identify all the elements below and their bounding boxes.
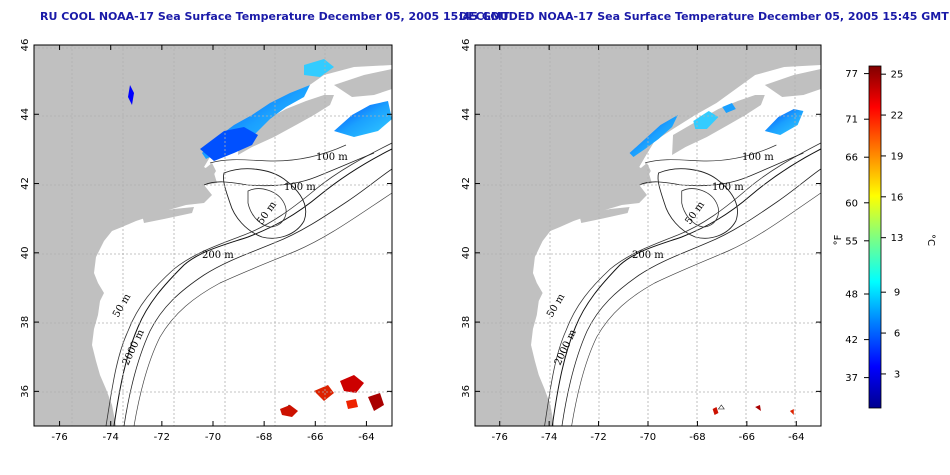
sst-patch-gulf-of-maine [629, 115, 678, 157]
celsius-tick-label: 13 [891, 233, 904, 244]
sst-patch-scotian-shelf [764, 109, 804, 135]
celsius-tick-label: 22 [891, 111, 904, 122]
lat-tick-label: 42 [20, 177, 31, 190]
celsius-tick-label: 25 [891, 70, 904, 81]
fahrenheit-tick-label: 60 [845, 198, 858, 209]
sst-speck [722, 103, 736, 113]
lat-tick-label: 40 [20, 246, 31, 259]
fahrenheit-tick-label: 77 [845, 69, 858, 80]
sst-patch-coastal [200, 127, 258, 161]
lat-tick-label: 38 [461, 316, 472, 329]
lon-tick-label: -70 [205, 432, 221, 443]
axis-ticks-right: -76 -74 -72 -70 -68 -66 -64 46 44 42 40 38 36 [461, 39, 821, 443]
lat-tick-label: 42 [461, 177, 472, 190]
lon-tick-label: -64 [358, 432, 374, 443]
sst-speck [128, 85, 134, 105]
map-panel-right: 100 m 100 m 50 m 200 m 50 m 2000 m -76 -7… [461, 39, 822, 443]
contour-label-100m: 100 m [284, 182, 316, 193]
sst-patch-scotian-shelf [334, 101, 392, 137]
lat-tick-label: 46 [20, 39, 31, 52]
sst-patch-north [304, 59, 334, 77]
lon-tick-label: -74 [103, 432, 119, 443]
lat-tick-label: 36 [20, 385, 31, 398]
lat-tick-label: 36 [461, 385, 472, 398]
celsius-tick-label: 19 [891, 151, 904, 162]
panel-title-ru-cool: RU COOL NOAA-17 Sea Surface Temperature … [40, 10, 510, 23]
contour-label-100m: 100 m [316, 152, 348, 163]
lat-tick-label: 46 [461, 39, 472, 52]
celsius-tick-label: 6 [894, 329, 900, 340]
fahrenheit-tick-label: 55 [845, 236, 858, 247]
lon-tick-label: -76 [51, 432, 67, 443]
axis-ticks-left: -76 -74 -72 -70 -68 -66 -64 46 44 42 40 38 36 [20, 39, 392, 443]
contour-label-200m: 200 m [202, 250, 234, 261]
sst-patch-warm [340, 375, 364, 393]
sst-patch-warm [314, 385, 334, 401]
lon-tick-label: -68 [256, 432, 272, 443]
sst-patch-warm [368, 393, 384, 411]
fahrenheit-tick-label: 42 [845, 335, 858, 346]
lon-tick-label: -72 [590, 432, 606, 443]
sst-patch-warm [755, 405, 761, 411]
sst-patch-warm [346, 399, 358, 409]
lon-tick-label: -72 [154, 432, 170, 443]
lon-tick-label: -74 [541, 432, 557, 443]
lon-tick-label: -64 [788, 432, 804, 443]
colorbar-ticks: 77 71 66 60 55 48 42 37 25 22 19 16 13 9 6 3 [845, 69, 903, 384]
colorbar: 77 71 66 60 55 48 42 37 25 22 19 16 13 9 6 3 °F °C [833, 65, 936, 409]
celsius-tick-label: 16 [891, 192, 904, 203]
colorbar-fahrenheit-label: °F [833, 234, 844, 245]
celsius-tick-label: 9 [894, 288, 900, 299]
sst-patch-warm [712, 407, 719, 415]
lon-tick-label: -66 [739, 432, 755, 443]
lon-tick-label: -66 [307, 432, 323, 443]
sst-patch-warm [789, 409, 794, 415]
lat-tick-label: 44 [20, 108, 31, 121]
celsius-tick-label: 3 [894, 369, 900, 380]
lon-tick-label: -68 [689, 432, 705, 443]
colorbar-celsius-label: °C [925, 234, 936, 246]
contour-label-100m: 100 m [712, 182, 744, 193]
fahrenheit-tick-label: 48 [845, 290, 858, 301]
lat-tick-label: 40 [461, 246, 472, 259]
lat-tick-label: 44 [461, 108, 472, 121]
lon-tick-label: -70 [640, 432, 656, 443]
fahrenheit-tick-label: 37 [845, 373, 858, 384]
colorbar-gradient [868, 65, 882, 409]
map-grid [34, 45, 392, 426]
sst-patch-warm [280, 405, 298, 417]
lon-tick-label: -76 [492, 432, 508, 443]
sst-patch-offshore [693, 111, 719, 129]
contour-label-100m: 100 m [742, 152, 774, 163]
contour-label-200m: 200 m [632, 250, 664, 261]
lat-tick-label: 38 [20, 316, 31, 329]
panel-title-declouded: DECLOUDED NOAA-17 Sea Surface Temperatur… [459, 10, 949, 23]
fahrenheit-tick-label: 71 [845, 115, 858, 126]
fahrenheit-tick-label: 66 [845, 153, 858, 164]
map-panel-left: 100 m 100 m 50 m 200 m 50 m 2000 m -76 -7… [20, 39, 393, 443]
